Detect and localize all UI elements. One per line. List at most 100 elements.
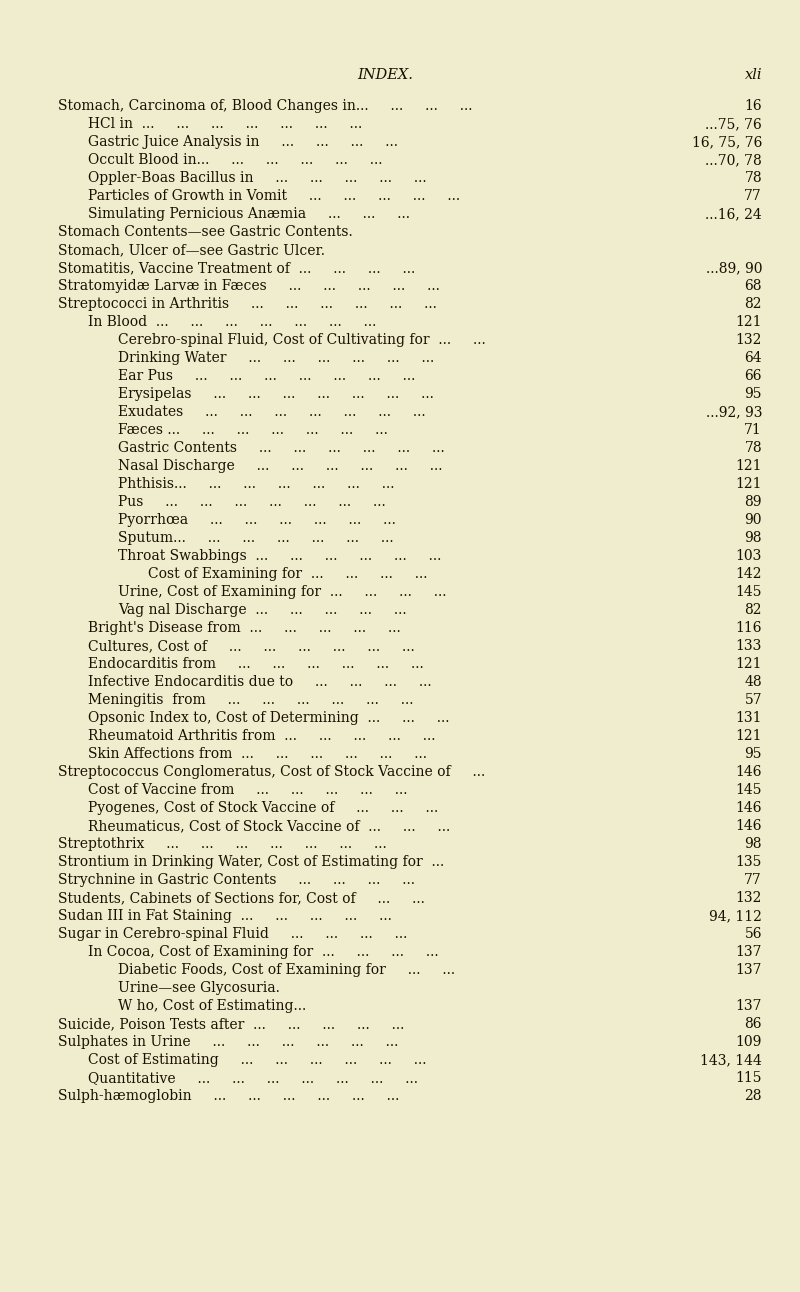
Text: Quantitative     ...     ...     ...     ...     ...     ...     ...: Quantitative ... ... ... ... ... ... ...: [88, 1071, 418, 1085]
Text: 131: 131: [735, 711, 762, 725]
Text: Stomach Contents—see Gastric Contents.: Stomach Contents—see Gastric Contents.: [58, 225, 353, 239]
Text: 95: 95: [745, 747, 762, 761]
Text: Exudates     ...     ...     ...     ...     ...     ...     ...: Exudates ... ... ... ... ... ... ...: [118, 404, 426, 419]
Text: 137: 137: [735, 963, 762, 977]
Text: 48: 48: [744, 674, 762, 689]
Text: 64: 64: [744, 351, 762, 364]
Text: Particles of Growth in Vomit     ...     ...     ...     ...     ...: Particles of Growth in Vomit ... ... ...…: [88, 189, 460, 203]
Text: Sugar in Cerebro-spinal Fluid     ...     ...     ...     ...: Sugar in Cerebro-spinal Fluid ... ... ..…: [58, 926, 407, 941]
Text: 132: 132: [736, 333, 762, 348]
Text: 121: 121: [735, 656, 762, 671]
Text: Suicide, Poison Tests after  ...     ...     ...     ...     ...: Suicide, Poison Tests after ... ... ... …: [58, 1017, 404, 1031]
Text: INDEX.: INDEX.: [357, 68, 413, 81]
Text: Pus     ...     ...     ...     ...     ...     ...     ...: Pus ... ... ... ... ... ... ...: [118, 495, 386, 509]
Text: Nasal Discharge     ...     ...     ...     ...     ...     ...: Nasal Discharge ... ... ... ... ... ...: [118, 459, 442, 473]
Text: 116: 116: [735, 621, 762, 634]
Text: Cost of Vaccine from     ...     ...     ...     ...     ...: Cost of Vaccine from ... ... ... ... ...: [88, 783, 407, 797]
Text: 135: 135: [736, 855, 762, 870]
Text: ...70, 78: ...70, 78: [706, 152, 762, 167]
Text: 121: 121: [735, 315, 762, 329]
Text: 77: 77: [744, 873, 762, 886]
Text: Streptococcus Conglomeratus, Cost of Stock Vaccine of     ...: Streptococcus Conglomeratus, Cost of Sto…: [58, 765, 486, 779]
Text: 121: 121: [735, 729, 762, 743]
Text: Throat Swabbings  ...     ...     ...     ...     ...     ...: Throat Swabbings ... ... ... ... ... ...: [118, 549, 442, 563]
Text: 137: 137: [735, 944, 762, 959]
Text: Pyorrhœa     ...     ...     ...     ...     ...     ...: Pyorrhœa ... ... ... ... ... ...: [118, 513, 396, 527]
Text: 142: 142: [735, 567, 762, 581]
Text: Stomatitis, Vaccine Treatment of  ...     ...     ...     ...: Stomatitis, Vaccine Treatment of ... ...…: [58, 261, 415, 275]
Text: 109: 109: [736, 1035, 762, 1049]
Text: 86: 86: [745, 1017, 762, 1031]
Text: In Cocoa, Cost of Examining for  ...     ...     ...     ...: In Cocoa, Cost of Examining for ... ... …: [88, 944, 438, 959]
Text: 82: 82: [745, 297, 762, 311]
Text: Rheumaticus, Cost of Stock Vaccine of  ...     ...     ...: Rheumaticus, Cost of Stock Vaccine of ..…: [88, 819, 450, 833]
Text: Fæces ...     ...     ...     ...     ...     ...     ...: Fæces ... ... ... ... ... ... ...: [118, 422, 388, 437]
Text: 146: 146: [735, 819, 762, 833]
Text: Sulphates in Urine     ...     ...     ...     ...     ...     ...: Sulphates in Urine ... ... ... ... ... .…: [58, 1035, 398, 1049]
Text: 146: 146: [735, 765, 762, 779]
Text: W ho, Cost of Estimating...: W ho, Cost of Estimating...: [118, 999, 306, 1013]
Text: 56: 56: [745, 926, 762, 941]
Text: Cost of Estimating     ...     ...     ...     ...     ...     ...: Cost of Estimating ... ... ... ... ... .…: [88, 1053, 426, 1067]
Text: Opsonic Index to, Cost of Determining  ...     ...     ...: Opsonic Index to, Cost of Determining ..…: [88, 711, 450, 725]
Text: Vag nal Discharge  ...     ...     ...     ...     ...: Vag nal Discharge ... ... ... ... ...: [118, 603, 406, 618]
Text: Simulating Pernicious Anæmia     ...     ...     ...: Simulating Pernicious Anæmia ... ... ...: [88, 207, 410, 221]
Text: Rheumatoid Arthritis from  ...     ...     ...     ...     ...: Rheumatoid Arthritis from ... ... ... ..…: [88, 729, 435, 743]
Text: Students, Cabinets of Sections for, Cost of     ...     ...: Students, Cabinets of Sections for, Cost…: [58, 891, 425, 904]
Text: Gastric Contents     ...     ...     ...     ...     ...     ...: Gastric Contents ... ... ... ... ... ...: [118, 441, 445, 455]
Text: ...16, 24: ...16, 24: [706, 207, 762, 221]
Text: 77: 77: [744, 189, 762, 203]
Text: Phthisis...     ...     ...     ...     ...     ...     ...: Phthisis... ... ... ... ... ... ...: [118, 477, 394, 491]
Text: ...92, 93: ...92, 93: [706, 404, 762, 419]
Text: 145: 145: [735, 783, 762, 797]
Text: 16: 16: [744, 99, 762, 112]
Text: Bright's Disease from  ...     ...     ...     ...     ...: Bright's Disease from ... ... ... ... ..…: [88, 621, 401, 634]
Text: 78: 78: [744, 441, 762, 455]
Text: 143, 144: 143, 144: [700, 1053, 762, 1067]
Text: 90: 90: [745, 513, 762, 527]
Text: 121: 121: [735, 459, 762, 473]
Text: Cerebro-spinal Fluid, Cost of Cultivating for  ...     ...: Cerebro-spinal Fluid, Cost of Cultivatin…: [118, 333, 486, 348]
Text: Gastric Juice Analysis in     ...     ...     ...     ...: Gastric Juice Analysis in ... ... ... ..…: [88, 134, 398, 149]
Text: Diabetic Foods, Cost of Examining for     ...     ...: Diabetic Foods, Cost of Examining for ..…: [118, 963, 455, 977]
Text: 78: 78: [744, 171, 762, 185]
Text: xli: xli: [745, 68, 762, 81]
Text: Urine, Cost of Examining for  ...     ...     ...     ...: Urine, Cost of Examining for ... ... ...…: [118, 585, 446, 599]
Text: HCl in  ...     ...     ...     ...     ...     ...     ...: HCl in ... ... ... ... ... ... ...: [88, 118, 362, 130]
Text: ...89, 90: ...89, 90: [706, 261, 762, 275]
Text: 145: 145: [735, 585, 762, 599]
Text: 94, 112: 94, 112: [709, 910, 762, 922]
Text: 16, 75, 76: 16, 75, 76: [692, 134, 762, 149]
Text: Stratomyidæ Larvæ in Fæces     ...     ...     ...     ...     ...: Stratomyidæ Larvæ in Fæces ... ... ... .…: [58, 279, 440, 293]
Text: Oppler-Boas Bacillus in     ...     ...     ...     ...     ...: Oppler-Boas Bacillus in ... ... ... ... …: [88, 171, 426, 185]
Text: 115: 115: [735, 1071, 762, 1085]
Text: Pyogenes, Cost of Stock Vaccine of     ...     ...     ...: Pyogenes, Cost of Stock Vaccine of ... .…: [88, 801, 438, 815]
Text: ...75, 76: ...75, 76: [706, 118, 762, 130]
Text: 133: 133: [736, 640, 762, 652]
Text: 98: 98: [745, 837, 762, 851]
Text: Cultures, Cost of     ...     ...     ...     ...     ...     ...: Cultures, Cost of ... ... ... ... ... ..…: [88, 640, 414, 652]
Text: 132: 132: [736, 891, 762, 904]
Text: Strontium in Drinking Water, Cost of Estimating for  ...: Strontium in Drinking Water, Cost of Est…: [58, 855, 444, 870]
Text: 68: 68: [745, 279, 762, 293]
Text: Stomach, Ulcer of—see Gastric Ulcer.: Stomach, Ulcer of—see Gastric Ulcer.: [58, 243, 325, 257]
Text: Ear Pus     ...     ...     ...     ...     ...     ...     ...: Ear Pus ... ... ... ... ... ... ...: [118, 370, 415, 382]
Text: Skin Affections from  ...     ...     ...     ...     ...     ...: Skin Affections from ... ... ... ... ...…: [88, 747, 427, 761]
Text: 28: 28: [745, 1089, 762, 1103]
Text: Strychnine in Gastric Contents     ...     ...     ...     ...: Strychnine in Gastric Contents ... ... .…: [58, 873, 415, 886]
Text: Cost of Examining for  ...     ...     ...     ...: Cost of Examining for ... ... ... ...: [148, 567, 427, 581]
Text: Erysipelas     ...     ...     ...     ...     ...     ...     ...: Erysipelas ... ... ... ... ... ... ...: [118, 386, 434, 401]
Text: 89: 89: [745, 495, 762, 509]
Text: 57: 57: [744, 693, 762, 707]
Text: 137: 137: [735, 999, 762, 1013]
Text: Occult Blood in...     ...     ...     ...     ...     ...: Occult Blood in... ... ... ... ... ...: [88, 152, 382, 167]
Text: Endocarditis from     ...     ...     ...     ...     ...     ...: Endocarditis from ... ... ... ... ... ..…: [88, 656, 424, 671]
Text: 103: 103: [736, 549, 762, 563]
Text: Stomach, Carcinoma of, Blood Changes in...     ...     ...     ...: Stomach, Carcinoma of, Blood Changes in.…: [58, 99, 473, 112]
Text: 66: 66: [745, 370, 762, 382]
Text: Meningitis  from     ...     ...     ...     ...     ...     ...: Meningitis from ... ... ... ... ... ...: [88, 693, 414, 707]
Text: Drinking Water     ...     ...     ...     ...     ...     ...: Drinking Water ... ... ... ... ... ...: [118, 351, 434, 364]
Text: Infective Endocarditis due to     ...     ...     ...     ...: Infective Endocarditis due to ... ... ..…: [88, 674, 432, 689]
Text: 95: 95: [745, 386, 762, 401]
Text: Streptothrix     ...     ...     ...     ...     ...     ...     ...: Streptothrix ... ... ... ... ... ... ...: [58, 837, 386, 851]
